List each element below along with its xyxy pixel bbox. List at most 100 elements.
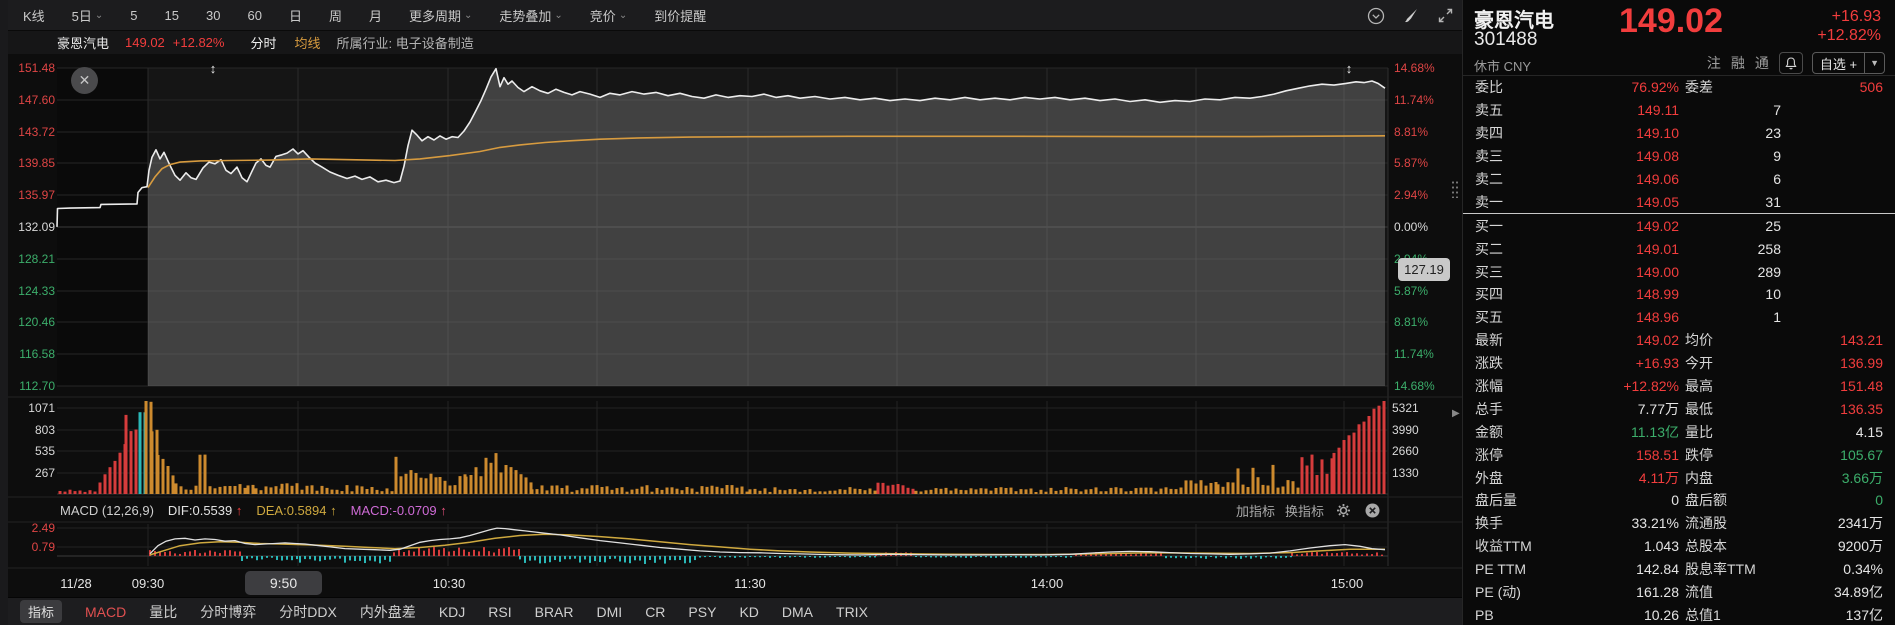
tab-分时博弈[interactable]: 分时博弈	[200, 603, 257, 620]
view-mode-fenshi[interactable]: 分时	[250, 36, 277, 51]
tab-TRIX[interactable]: TRIX	[836, 603, 868, 620]
toolbar-item-更多周期[interactable]: 更多周期 ⌄	[409, 6, 472, 25]
tab-CR[interactable]: CR	[645, 603, 666, 620]
toolbar-item-label: 走势叠加	[499, 8, 552, 24]
stat-row: 换手 33.21% 流通股 2341万	[1463, 512, 1895, 535]
stat-value: 4.11万	[1638, 469, 1679, 486]
stat-value2: 143.21	[1840, 332, 1883, 349]
badge-zhu[interactable]: 注	[1706, 55, 1722, 71]
orderbook-row[interactable]: 委比 76.92% 委差 506	[1463, 76, 1895, 99]
macd-value-segment: MACD:-0.0709 ↑	[350, 502, 447, 518]
chart-subheader: 豪恩汽电 149.02 +12.82% 分时 均线 所属行业: 电子设备制造	[8, 31, 1462, 55]
toolbar-item-走势叠加[interactable]: 走势叠加 ⌄	[499, 6, 562, 25]
percent-axis-label: 5.87%	[1394, 284, 1429, 298]
drag-anchor-icon-left[interactable]: ↕	[209, 61, 217, 76]
add-indicator-button[interactable]: 加指标	[1236, 503, 1276, 519]
orderbook-row[interactable]: 卖五 149.11 7	[1463, 99, 1895, 122]
orderbook-row[interactable]: 买四 148.99 10	[1463, 283, 1895, 306]
tab-指标[interactable]: 指标	[20, 600, 63, 623]
book-level-label: 买一	[1475, 217, 1503, 234]
stat-value2: 136.35	[1840, 400, 1883, 417]
stat-label: 涨停	[1475, 446, 1503, 463]
stat-value: 161.28	[1636, 584, 1679, 601]
crosshair-price-tooltip: 127.19	[1398, 258, 1450, 281]
tab-BRAR[interactable]: BRAR	[534, 603, 574, 620]
toolbar-item-label: 5日	[71, 8, 92, 24]
toolbar-item-竞价[interactable]: 竞价 ⌄	[590, 6, 627, 25]
swap-indicator-button[interactable]: 换指标	[1285, 503, 1325, 519]
alert-bell-icon[interactable]	[1778, 52, 1803, 74]
tab-RSI[interactable]: RSI	[488, 603, 512, 620]
toolbar-item-月[interactable]: 月	[369, 6, 382, 25]
stat-value: 7.77万	[1637, 400, 1679, 417]
volume-axis-label-left: 803	[34, 423, 55, 437]
badge-rong[interactable]: 融	[1730, 55, 1746, 71]
toolbar-item-5[interactable]: 5	[130, 8, 137, 23]
stat-label2: 跌停	[1685, 446, 1713, 463]
tab-分时DDX[interactable]: 分时DDX	[279, 603, 337, 620]
book-price: 148.96	[1636, 309, 1679, 326]
brush-icon[interactable]	[1401, 6, 1420, 25]
orderbook-row[interactable]: 买三 149.00 289	[1463, 260, 1895, 283]
stat-row: 涨幅 +12.82% 最高 151.48	[1463, 375, 1895, 398]
trend-up-arrow-icon: ↑	[436, 502, 447, 518]
orderbook-row[interactable]: 买一 149.02 25	[1463, 214, 1895, 237]
fullscreen-icon[interactable]	[1436, 6, 1455, 25]
tab-KDJ[interactable]: KDJ	[438, 603, 466, 620]
chart-close-icon[interactable]: ✕	[71, 67, 98, 94]
drag-anchor-icon-right[interactable]: ↕	[1345, 61, 1353, 76]
stat-value2: 105.67	[1840, 446, 1883, 463]
toolbar-item-日[interactable]: 日	[289, 6, 302, 25]
avg-line-toggle[interactable]: 均线	[294, 36, 321, 51]
toolbar-item-60[interactable]: 60	[247, 8, 261, 23]
trend-up-arrow-icon: ↑	[232, 502, 243, 518]
orderbook-row[interactable]: 卖三 149.08 9	[1463, 145, 1895, 168]
history-clock-icon[interactable]	[1366, 6, 1385, 25]
toolbar-item-到价提醒[interactable]: 到价提醒	[654, 6, 706, 25]
indicator-close-icon[interactable]	[1363, 501, 1382, 520]
toolbar-item-5日[interactable]: 5日 ⌄	[72, 6, 104, 25]
badge-tong[interactable]: 通	[1754, 55, 1770, 71]
percent-axis-label: 8.81%	[1394, 315, 1429, 329]
book-price: 149.02	[1636, 217, 1679, 234]
price-axis-label: 135.97	[18, 188, 55, 202]
toolbar-item-周[interactable]: 周	[329, 6, 342, 25]
stat-label: PB	[1475, 606, 1494, 623]
book-volume: 289	[1757, 263, 1781, 280]
stat-value: 1.043	[1643, 538, 1679, 555]
percent-axis-label: 14.68%	[1394, 61, 1435, 75]
stat-value2: 3.66万	[1841, 469, 1883, 486]
orderbook-row[interactable]: 卖二 149.06 6	[1463, 168, 1895, 191]
orderbook-row[interactable]: 卖四 149.10 23	[1463, 122, 1895, 145]
tab-PSY[interactable]: PSY	[688, 603, 717, 620]
panel-divider-handle[interactable]	[1451, 180, 1459, 198]
subheader-stock-name: 豪恩汽电	[57, 36, 110, 51]
tab-KD[interactable]: KD	[739, 603, 759, 620]
last-price: 149.02	[1619, 2, 1723, 40]
tab-MACD[interactable]: MACD	[85, 603, 127, 620]
orderbook-row[interactable]: 买二 149.01 258	[1463, 237, 1895, 260]
stat-row: 最新 149.02 均价 143.21	[1463, 329, 1895, 352]
indicator-settings-gear-icon[interactable]	[1334, 501, 1353, 520]
watchlist-caret-icon: ▼	[1864, 53, 1884, 73]
tab-DMA[interactable]: DMA	[781, 603, 814, 620]
stat-label: 外盘	[1475, 469, 1503, 486]
tab-内外盘差[interactable]: 内外盘差	[359, 603, 416, 620]
industry-label[interactable]: 所属行业: 电子设备制造	[336, 36, 474, 51]
stat-value: 149.02	[1636, 332, 1679, 349]
toolbar-item-K线[interactable]: K线	[23, 6, 45, 25]
orderbook-row[interactable]: 买五 148.96 1	[1463, 306, 1895, 329]
stat-label: 收益TTM	[1475, 538, 1532, 555]
toolbar-item-30[interactable]: 30	[206, 8, 220, 23]
panel-collapse-arrow-icon[interactable]: ▶	[1452, 408, 1460, 419]
stat-label: 金额	[1475, 423, 1503, 440]
toolbar-item-15[interactable]: 15	[165, 8, 179, 23]
book-level-label: 卖五	[1475, 102, 1503, 119]
stat-value: 11.13亿	[1631, 423, 1679, 440]
quote-panel: 豪恩汽电 301488 休市 CNY 149.02 +16.93 +12.82%…	[1462, 0, 1895, 625]
tab-DMI[interactable]: DMI	[596, 603, 623, 620]
stat-label: PE (动)	[1475, 584, 1521, 601]
tab-量比[interactable]: 量比	[149, 603, 178, 620]
add-watchlist-button[interactable]: 自选 + ▼	[1811, 52, 1885, 74]
orderbook-row[interactable]: 卖一 149.05 31	[1463, 190, 1895, 215]
